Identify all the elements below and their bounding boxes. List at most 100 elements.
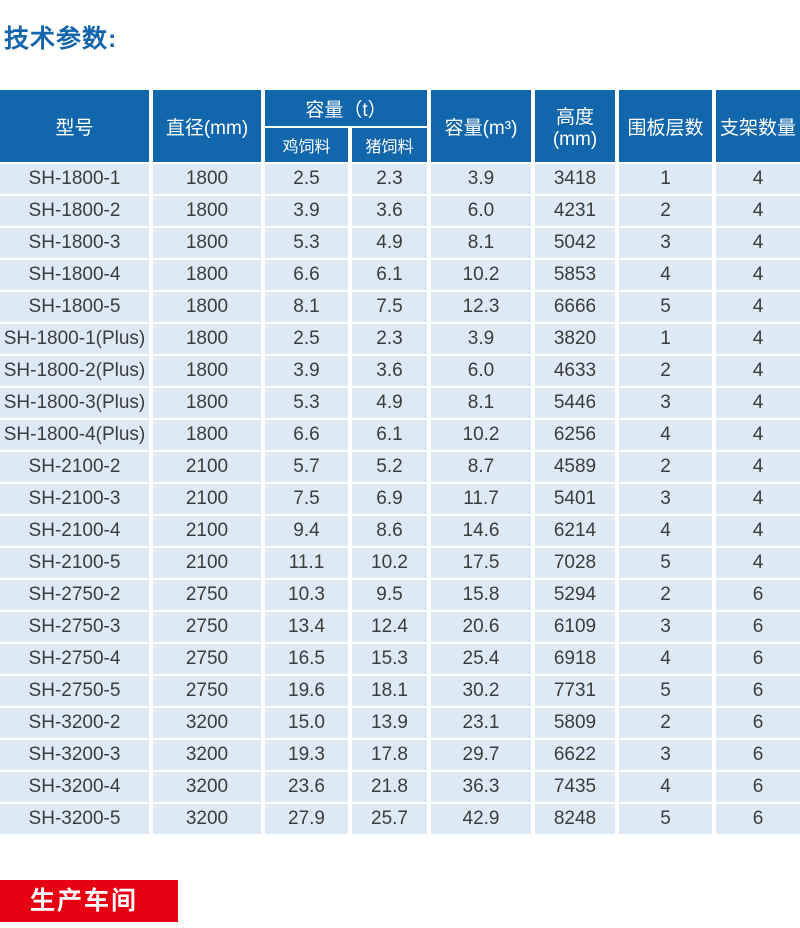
- cell-capacity-m3: 10.2: [431, 260, 531, 290]
- cell-chicken-feed: 5.3: [265, 228, 348, 258]
- cell-panel-layers: 5: [619, 292, 712, 322]
- cell-bracket-count: 6: [716, 708, 800, 738]
- cell-chicken-feed: 19.3: [265, 740, 348, 770]
- cell-capacity-m3: 36.3: [431, 772, 531, 802]
- cell-chicken-feed: 3.9: [265, 356, 348, 386]
- cell-capacity-m3: 8.7: [431, 452, 531, 482]
- col-header-bracket-count: 支架数量: [716, 90, 800, 162]
- cell-panel-layers: 5: [619, 548, 712, 578]
- page-title: 技术参数:: [4, 25, 118, 53]
- cell-model: SH-2750-4: [0, 644, 149, 674]
- cell-diameter: 1800: [153, 356, 261, 386]
- cell-pig-feed: 3.6: [352, 196, 427, 226]
- cell-panel-layers: 2: [619, 196, 712, 226]
- cell-model: SH-1800-4(Plus): [0, 420, 149, 450]
- cell-pig-feed: 2.3: [352, 164, 427, 194]
- cell-pig-feed: 5.2: [352, 452, 427, 482]
- cell-panel-layers: 5: [619, 804, 712, 834]
- cell-diameter: 2100: [153, 484, 261, 514]
- cell-pig-feed: 6.9: [352, 484, 427, 514]
- table-row: SH-2750-2 2750 10.3 9.5 15.8 5294 2 6: [0, 580, 800, 610]
- col-header-height: 高度(mm): [535, 90, 615, 162]
- cell-model: SH-3200-2: [0, 708, 149, 738]
- table-row: SH-3200-3 3200 19.3 17.8 29.7 6622 3 6: [0, 740, 800, 770]
- cell-diameter: 2100: [153, 548, 261, 578]
- table-row: SH-1800-5 1800 8.1 7.5 12.3 6666 5 4: [0, 292, 800, 322]
- cell-model: SH-1800-4: [0, 260, 149, 290]
- cell-panel-layers: 4: [619, 420, 712, 450]
- page: 技术参数: 型号 直径(mm) 容量（t） 容量(m³) 高度(mm) 围板层数…: [0, 22, 800, 928]
- cell-diameter: 3200: [153, 708, 261, 738]
- header-row-sub: 鸡饲料 猪饲料: [0, 128, 800, 162]
- table-row: SH-2100-4 2100 9.4 8.6 14.6 6214 4 4: [0, 516, 800, 546]
- cell-capacity-m3: 14.6: [431, 516, 531, 546]
- cell-height: 6666: [535, 292, 615, 322]
- cell-model: SH-1800-2: [0, 196, 149, 226]
- table-row: SH-1800-1 1800 2.5 2.3 3.9 3418 1 4: [0, 164, 800, 194]
- cell-height: 5446: [535, 388, 615, 418]
- cell-panel-layers: 2: [619, 580, 712, 610]
- cell-panel-layers: 1: [619, 324, 712, 354]
- cell-height: 4231: [535, 196, 615, 226]
- cell-chicken-feed: 2.5: [265, 324, 348, 354]
- cell-panel-layers: 3: [619, 388, 712, 418]
- table-row: SH-2100-5 2100 11.1 10.2 17.5 7028 5 4: [0, 548, 800, 578]
- cell-pig-feed: 18.1: [352, 676, 427, 706]
- cell-bracket-count: 4: [716, 548, 800, 578]
- cell-chicken-feed: 19.6: [265, 676, 348, 706]
- table-row: SH-1800-2(Plus) 1800 3.9 3.6 6.0 4633 2 4: [0, 356, 800, 386]
- cell-diameter: 1800: [153, 420, 261, 450]
- cell-panel-layers: 3: [619, 228, 712, 258]
- spec-table: 型号 直径(mm) 容量（t） 容量(m³) 高度(mm) 围板层数 支架数量 …: [0, 88, 800, 836]
- cell-capacity-m3: 8.1: [431, 228, 531, 258]
- cell-bracket-count: 4: [716, 228, 800, 258]
- cell-bracket-count: 4: [716, 292, 800, 322]
- cell-height: 5853: [535, 260, 615, 290]
- cell-chicken-feed: 23.6: [265, 772, 348, 802]
- cell-model: SH-2100-3: [0, 484, 149, 514]
- cell-diameter: 2750: [153, 644, 261, 674]
- cell-capacity-m3: 11.7: [431, 484, 531, 514]
- cell-capacity-m3: 15.8: [431, 580, 531, 610]
- cell-bracket-count: 4: [716, 420, 800, 450]
- cell-diameter: 2100: [153, 452, 261, 482]
- cell-pig-feed: 8.6: [352, 516, 427, 546]
- cell-capacity-m3: 10.2: [431, 420, 531, 450]
- cell-diameter: 1800: [153, 196, 261, 226]
- table-row: SH-1800-2 1800 3.9 3.6 6.0 4231 2 4: [0, 196, 800, 226]
- cell-pig-feed: 4.9: [352, 228, 427, 258]
- cell-bracket-count: 4: [716, 484, 800, 514]
- cell-bracket-count: 6: [716, 580, 800, 610]
- cell-diameter: 3200: [153, 772, 261, 802]
- cell-chicken-feed: 16.5: [265, 644, 348, 674]
- cell-diameter: 2750: [153, 676, 261, 706]
- cell-chicken-feed: 6.6: [265, 420, 348, 450]
- cell-height: 6622: [535, 740, 615, 770]
- cell-capacity-m3: 8.1: [431, 388, 531, 418]
- cell-height: 6109: [535, 612, 615, 642]
- cell-model: SH-1800-5: [0, 292, 149, 322]
- cell-pig-feed: 4.9: [352, 388, 427, 418]
- cell-pig-feed: 3.6: [352, 356, 427, 386]
- cell-pig-feed: 15.3: [352, 644, 427, 674]
- cell-height: 5401: [535, 484, 615, 514]
- cell-panel-layers: 4: [619, 260, 712, 290]
- cell-diameter: 2750: [153, 580, 261, 610]
- cell-pig-feed: 10.2: [352, 548, 427, 578]
- cell-bracket-count: 6: [716, 740, 800, 770]
- table-row: SH-1800-4 1800 6.6 6.1 10.2 5853 4 4: [0, 260, 800, 290]
- workshop-badge-label: 生产车间: [30, 886, 139, 915]
- cell-bracket-count: 6: [716, 644, 800, 674]
- cell-model: SH-2100-2: [0, 452, 149, 482]
- cell-capacity-m3: 29.7: [431, 740, 531, 770]
- cell-diameter: 1800: [153, 388, 261, 418]
- cell-chicken-feed: 2.5: [265, 164, 348, 194]
- cell-height: 3820: [535, 324, 615, 354]
- cell-pig-feed: 25.7: [352, 804, 427, 834]
- cell-height: 4589: [535, 452, 615, 482]
- cell-height: 5809: [535, 708, 615, 738]
- cell-height: 5294: [535, 580, 615, 610]
- cell-bracket-count: 4: [716, 452, 800, 482]
- cell-chicken-feed: 6.6: [265, 260, 348, 290]
- cell-pig-feed: 9.5: [352, 580, 427, 610]
